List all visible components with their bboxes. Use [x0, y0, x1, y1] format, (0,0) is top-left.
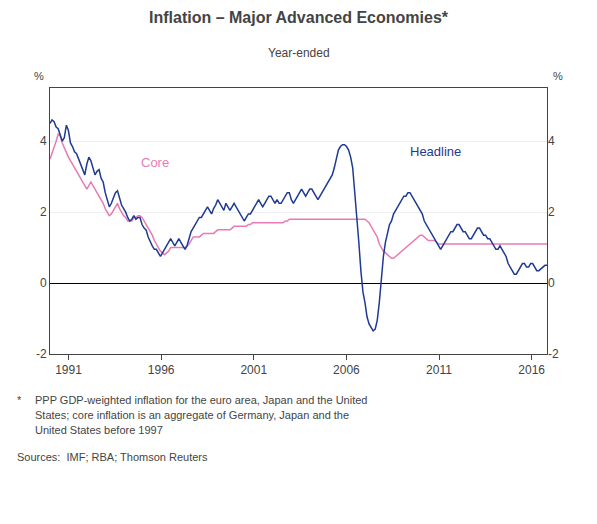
svg-text:PPP GDP-weighted inflation for: PPP GDP-weighted inflation for the euro …	[35, 394, 367, 406]
svg-text:%: %	[34, 70, 44, 82]
svg-text:4: 4	[548, 134, 555, 148]
svg-text:1996: 1996	[148, 363, 175, 377]
svg-text:0: 0	[548, 276, 555, 290]
svg-text:Core: Core	[141, 155, 169, 170]
svg-text:States; core inflation is an a: States; core inflation is an aggregate o…	[35, 409, 349, 421]
svg-text:Inflation – Major Advanced Eco: Inflation – Major Advanced Economies*	[149, 9, 449, 26]
svg-text:-2: -2	[36, 347, 47, 361]
svg-text:Sources: IMF; RBA; Thomson Re: Sources: IMF; RBA; Thomson Reuters	[17, 451, 208, 463]
svg-text:2016: 2016	[518, 363, 545, 377]
svg-text:4: 4	[40, 134, 47, 148]
svg-text:2: 2	[40, 205, 47, 219]
svg-text:*: *	[17, 394, 22, 406]
svg-text:Year-ended: Year-ended	[268, 46, 330, 60]
svg-text:2: 2	[548, 205, 555, 219]
svg-text:0: 0	[40, 276, 47, 290]
svg-text:2011: 2011	[426, 363, 452, 377]
svg-text:2001: 2001	[240, 363, 267, 377]
svg-text:-2: -2	[548, 347, 559, 361]
svg-text:United States before 1997: United States before 1997	[35, 424, 163, 436]
svg-text:Headline: Headline	[410, 144, 461, 159]
svg-text:1991: 1991	[55, 363, 82, 377]
svg-text:%: %	[553, 70, 563, 82]
svg-text:2006: 2006	[333, 363, 360, 377]
